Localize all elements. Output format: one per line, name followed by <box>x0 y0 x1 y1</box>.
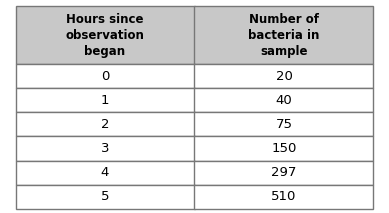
Text: 3: 3 <box>101 142 109 155</box>
Text: 510: 510 <box>271 190 297 203</box>
Text: 40: 40 <box>275 94 293 107</box>
Bar <box>16 161 194 185</box>
Text: 20: 20 <box>275 70 293 83</box>
Bar <box>194 112 373 136</box>
Bar <box>194 185 373 209</box>
Bar <box>194 161 373 185</box>
Text: 1: 1 <box>101 94 109 107</box>
Bar <box>194 136 373 161</box>
Text: Hours since
observation
began: Hours since observation began <box>66 13 144 58</box>
Text: 4: 4 <box>101 166 109 179</box>
Bar <box>16 112 194 136</box>
Text: 75: 75 <box>275 118 293 131</box>
Text: 297: 297 <box>271 166 297 179</box>
Text: Number of
bacteria in
sample: Number of bacteria in sample <box>248 13 320 58</box>
Bar <box>16 185 194 209</box>
Text: 2: 2 <box>101 118 109 131</box>
Text: 0: 0 <box>101 70 109 83</box>
Bar <box>16 88 194 112</box>
Bar <box>194 6 373 64</box>
Bar <box>16 64 194 88</box>
Text: 5: 5 <box>101 190 109 203</box>
Bar <box>194 64 373 88</box>
Bar <box>16 6 194 64</box>
Bar <box>194 88 373 112</box>
Bar <box>16 136 194 161</box>
Text: 150: 150 <box>271 142 297 155</box>
